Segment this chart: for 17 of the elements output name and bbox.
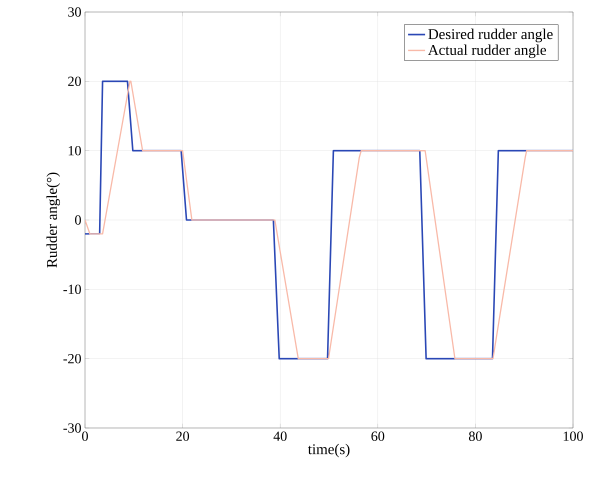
x-tick-label: 20 bbox=[176, 432, 190, 441]
y-tick-label: 20 bbox=[68, 76, 81, 86]
legend-label: Desired rudder angle bbox=[428, 28, 553, 42]
x-tick-label: 100 bbox=[564, 432, 583, 441]
x-tick-label: 80 bbox=[468, 432, 482, 441]
y-axis-title: Rudder angle(°) bbox=[46, 172, 60, 268]
y-tick-label: 0 bbox=[75, 215, 81, 225]
y-tick-label: -30 bbox=[63, 423, 81, 433]
y-tick-label: 30 bbox=[68, 7, 81, 17]
x-tick-label: 40 bbox=[273, 432, 287, 441]
x-tick-label: 0 bbox=[82, 432, 88, 441]
legend-label: Actual rudder angle bbox=[428, 44, 546, 58]
y-tick-label: -10 bbox=[63, 284, 81, 294]
x-tick-label: 60 bbox=[371, 432, 384, 441]
y-tick-label: -20 bbox=[63, 354, 81, 364]
x-axis-title: time(s) bbox=[308, 444, 350, 458]
y-tick-label: 10 bbox=[68, 146, 81, 156]
